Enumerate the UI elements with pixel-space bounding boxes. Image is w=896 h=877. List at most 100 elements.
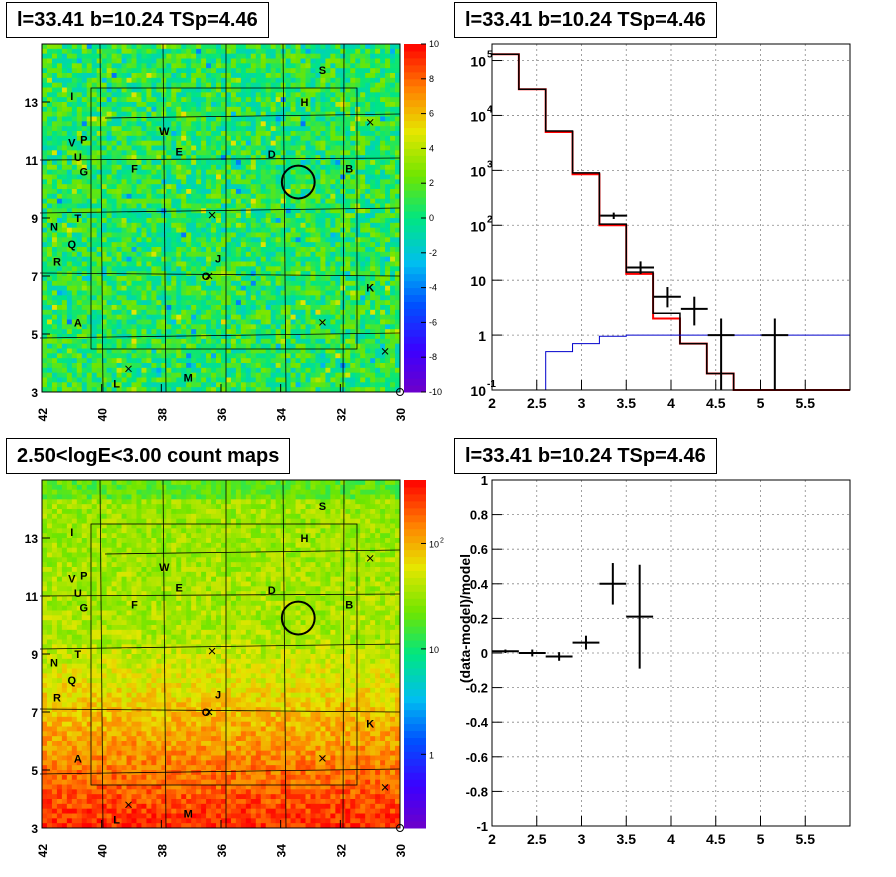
count-map-title: 2.50<logE<3.00 count maps <box>6 438 290 474</box>
source-label: W <box>159 126 170 138</box>
y-tick-label: -0.6 <box>466 750 488 765</box>
x-tick-label: 30 <box>394 408 408 422</box>
colorbar-segment <box>404 58 426 65</box>
colorbar-segment <box>404 364 426 371</box>
source-label: E <box>176 582 183 594</box>
x-tick-label: 5 <box>757 831 765 847</box>
colorbar-segment <box>404 371 426 378</box>
colorbar-tick-label: -6 <box>429 317 437 327</box>
source-label: R <box>53 693 61 705</box>
source-label: S <box>319 65 326 77</box>
colorbar-segment <box>404 779 426 786</box>
colorbar-segment <box>404 128 426 135</box>
y-tick-label: 13 <box>25 96 39 110</box>
colorbar-segment <box>404 619 426 626</box>
y-tick-label: 11 <box>25 590 38 604</box>
colorbar-segment <box>404 211 426 218</box>
source-label: M <box>184 373 193 385</box>
colorbar-segment <box>404 218 426 225</box>
x-tick-label: 3 <box>578 395 586 411</box>
colorbar-segment <box>404 260 426 267</box>
colorbar-segment <box>404 717 426 724</box>
colorbar-segment <box>404 79 426 86</box>
x-tick-label: 4 <box>667 831 675 847</box>
y-tick-label: 7 <box>31 706 38 720</box>
colorbar-segment <box>404 114 426 121</box>
x-tick-label: 38 <box>155 408 169 422</box>
colorbar-segment <box>404 765 426 772</box>
colorbar-segment <box>404 633 426 640</box>
source-label: V <box>68 138 76 150</box>
colorbar-segment <box>404 668 426 675</box>
x-tick-label: 4.5 <box>706 395 726 411</box>
source-label: H <box>301 97 309 109</box>
y-tick-label: 7 <box>31 270 38 284</box>
colorbar-segment <box>404 758 426 765</box>
x-tick-label: 2 <box>488 395 496 411</box>
y-tick-label: 10 <box>470 108 486 124</box>
y-tick-label: -1 <box>476 819 488 834</box>
colorbar-tick-label: -4 <box>429 283 437 293</box>
source-label: U <box>74 152 82 164</box>
y-tick-label: 9 <box>31 212 38 226</box>
colorbar-segment <box>404 378 426 385</box>
colorbar-segment <box>404 322 426 329</box>
colorbar-segment <box>404 731 426 738</box>
source-label: B <box>345 600 353 612</box>
colorbar-segment <box>404 598 426 605</box>
y-tick-label: 9 <box>31 648 38 662</box>
colorbar-segment <box>404 515 426 522</box>
y-tick-label: 10 <box>470 218 486 234</box>
colorbar-segment <box>404 661 426 668</box>
x-tick-label: 38 <box>155 844 169 858</box>
colorbar-segment <box>404 772 426 779</box>
spectrum-title: l=33.41 b=10.24 TSp=4.46 <box>454 2 717 38</box>
source-label: G <box>79 603 88 615</box>
source-label: I <box>70 91 73 103</box>
colorbar-segment <box>404 591 426 598</box>
source-label: A <box>74 317 82 329</box>
x-tick-label: 34 <box>275 408 289 422</box>
colorbar-segment <box>404 557 426 564</box>
colorbar-segment <box>404 281 426 288</box>
y-tick-label: 11 <box>25 154 38 168</box>
colorbar-segment <box>404 343 426 350</box>
colorbar-tick-label: 6 <box>429 109 434 119</box>
x-tick-label: 3.5 <box>617 395 637 411</box>
source-label: D <box>268 585 276 597</box>
y-tick-label: 10 <box>470 163 486 179</box>
colorbar-segment <box>404 529 426 536</box>
colorbar-segment <box>404 308 426 315</box>
x-tick-label: 40 <box>96 844 110 858</box>
colorbar-segment <box>404 197 426 204</box>
residual-map-title: l=33.41 b=10.24 TSp=4.46 <box>6 2 269 38</box>
x-tick-label: 3.5 <box>617 831 637 847</box>
colorbar-segment <box>404 584 426 591</box>
colorbar-segment <box>404 612 426 619</box>
colorbar-segment <box>404 696 426 703</box>
source-label: J <box>215 690 221 702</box>
y-tick-exp: -1 <box>487 379 496 390</box>
source-label: K <box>366 719 374 731</box>
y-tick-label: -0.8 <box>466 784 488 799</box>
x-tick-label: 34 <box>275 844 289 858</box>
colorbar-segment <box>404 141 426 148</box>
colorbar-segment <box>404 274 426 281</box>
x-tick-label: 32 <box>334 844 348 858</box>
colorbar-tick-label: 2 <box>429 178 434 188</box>
heatmap-cells <box>42 480 400 828</box>
x-tick-label: 2 <box>488 831 496 847</box>
colorbar-segment <box>404 501 426 508</box>
colorbar-tick-label: 8 <box>429 74 434 84</box>
colorbar-tick-label: -2 <box>429 248 437 258</box>
source-label: P <box>80 571 87 583</box>
source-label: A <box>74 753 82 765</box>
colorbar-segment <box>404 93 426 100</box>
source-label: T <box>74 213 81 225</box>
